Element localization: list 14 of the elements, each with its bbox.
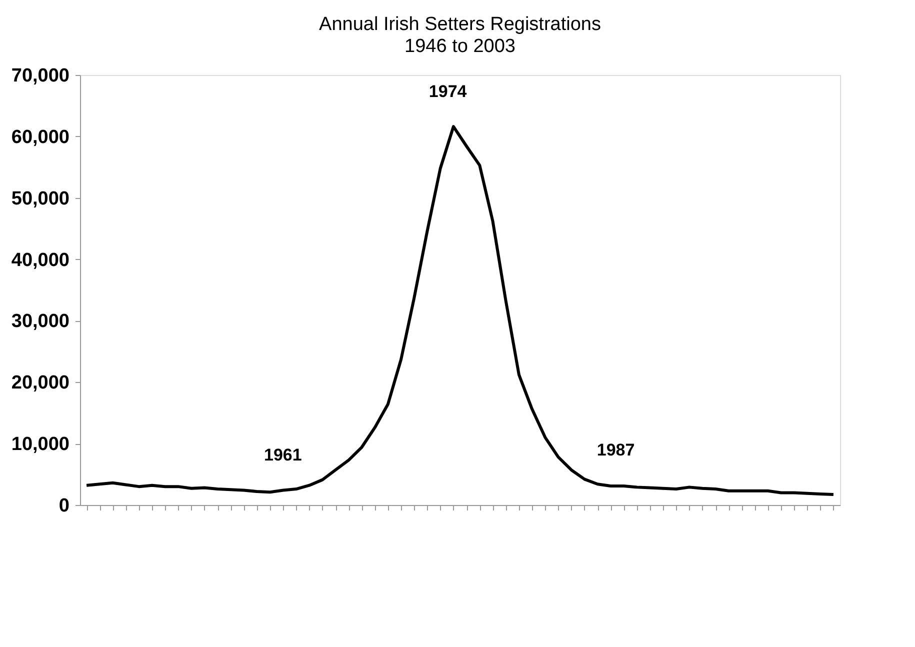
y-tick-label: 20,000 — [11, 372, 70, 394]
annotation: 1974 — [428, 82, 468, 102]
chart-title: Annual Irish Setters Registrations — [319, 14, 601, 35]
y-tick-label: 10,000 — [11, 434, 70, 456]
y-tick-label: 40,000 — [11, 250, 70, 271]
y-tick-label: 70,000 — [11, 66, 70, 86]
y-tick-label: 30,000 — [11, 311, 70, 332]
chart-subtitle: 1946 to 2003 — [404, 36, 516, 57]
y-tick-label: 0 — [58, 496, 70, 516]
annotation: 1961 — [264, 446, 302, 465]
line-series — [85, 125, 835, 496]
y-tick-label: 50,000 — [11, 188, 70, 210]
y-tick-label: 60,000 — [11, 126, 70, 148]
annotation: 1987 — [596, 440, 635, 460]
